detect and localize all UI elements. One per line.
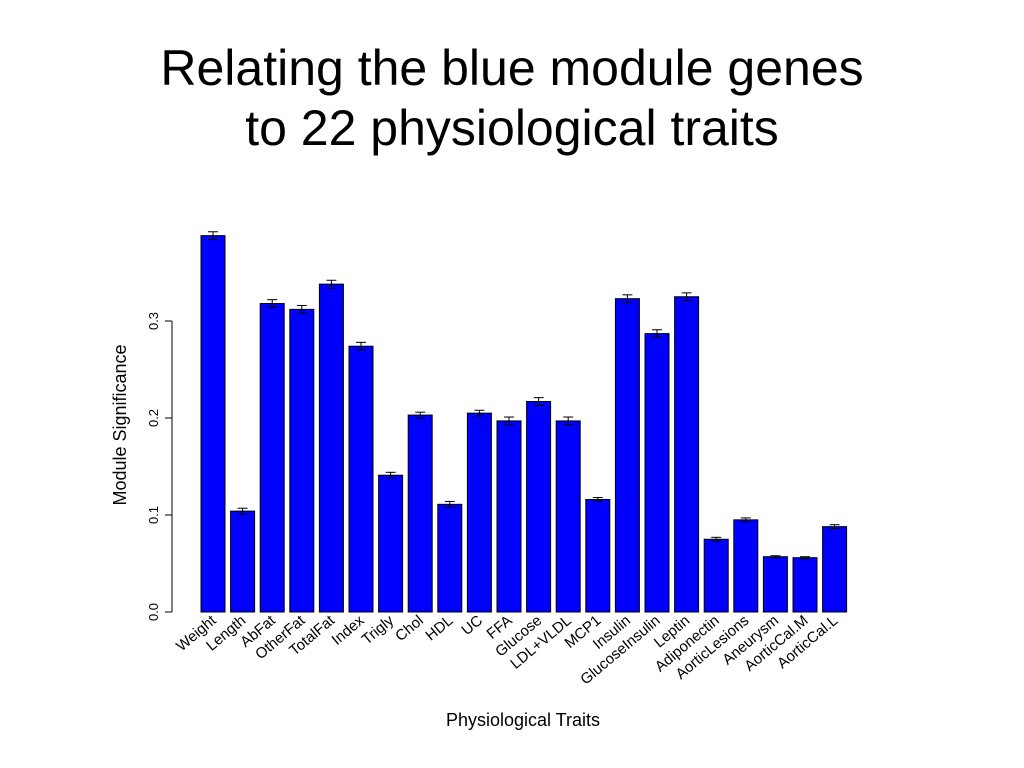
x-tick-label: UC (458, 612, 486, 639)
bar-Leptin (674, 296, 700, 613)
x-axis-label: Physiological Traits (446, 710, 600, 730)
bar-Aneurysm (762, 556, 788, 613)
bar-FFA (496, 420, 522, 613)
error-bar (474, 409, 485, 417)
error-bar (385, 471, 396, 479)
error-bar (829, 524, 840, 530)
error-bar (237, 507, 248, 515)
bar-OtherFat (289, 308, 315, 613)
y-tick-label: 0.0 (146, 603, 161, 621)
bar-Index (348, 345, 374, 613)
slide-title-line-1: Relating the blue module genes (160, 40, 864, 96)
slide-title: Relating the blue module genes to 22 phy… (0, 38, 1024, 158)
error-bar (652, 329, 662, 338)
error-bar (296, 304, 307, 314)
bar-LDL+VLDL (555, 420, 581, 613)
bar-AorticCal.L (822, 526, 848, 613)
error-bar (267, 299, 278, 308)
error-bar (415, 411, 426, 419)
error-bar (208, 231, 218, 241)
bar-AbFat (259, 303, 285, 613)
bar-Length (230, 510, 256, 613)
bar-MCP1 (585, 498, 611, 613)
bar-Adiponectin (703, 538, 729, 613)
y-tick-label: 0.2 (146, 409, 161, 427)
error-bar (326, 279, 337, 289)
bar-HDL (437, 503, 463, 613)
error-bar (800, 556, 810, 560)
error-bar (770, 555, 781, 559)
bar-Glucose (526, 401, 552, 613)
error-bar (681, 292, 692, 302)
x-tick-label: HDL (422, 612, 456, 644)
error-bar (563, 416, 574, 426)
x-tick-labels: WeightLengthAbFatOtherFatTotalFatIndexTr… (173, 612, 841, 689)
error-bar (622, 294, 633, 304)
bar-AorticCal.M (792, 557, 818, 613)
slide-title-line-2: to 22 physiological traits (245, 100, 779, 156)
y-tick-label: 0.3 (146, 312, 161, 330)
bar-Weight (200, 235, 226, 613)
y-axis: 0.0 0.1 0.2 0.3 (146, 312, 173, 621)
x-tick-label: Trigly (359, 612, 398, 649)
error-bar (444, 500, 455, 508)
y-axis-label: Module Significance (110, 344, 130, 505)
error-bar (740, 517, 751, 523)
bar-Trigly (378, 474, 404, 613)
bars (200, 231, 848, 613)
bar-Chol (407, 414, 433, 613)
bar-AorticLesions (733, 519, 759, 613)
y-tick-label: 0.1 (146, 506, 161, 524)
error-bar (356, 341, 366, 351)
error-bar (533, 397, 544, 406)
error-bar (504, 416, 514, 426)
bar-GlucoseInsulin (644, 333, 670, 613)
error-bar (711, 536, 722, 542)
x-tick-label: Chol (392, 612, 427, 645)
error-bar (592, 497, 603, 502)
bar-UC (466, 412, 492, 613)
bar-Insulin (614, 298, 640, 613)
bar-TotalFat (318, 283, 344, 613)
x-tick-label: Index (329, 612, 368, 649)
